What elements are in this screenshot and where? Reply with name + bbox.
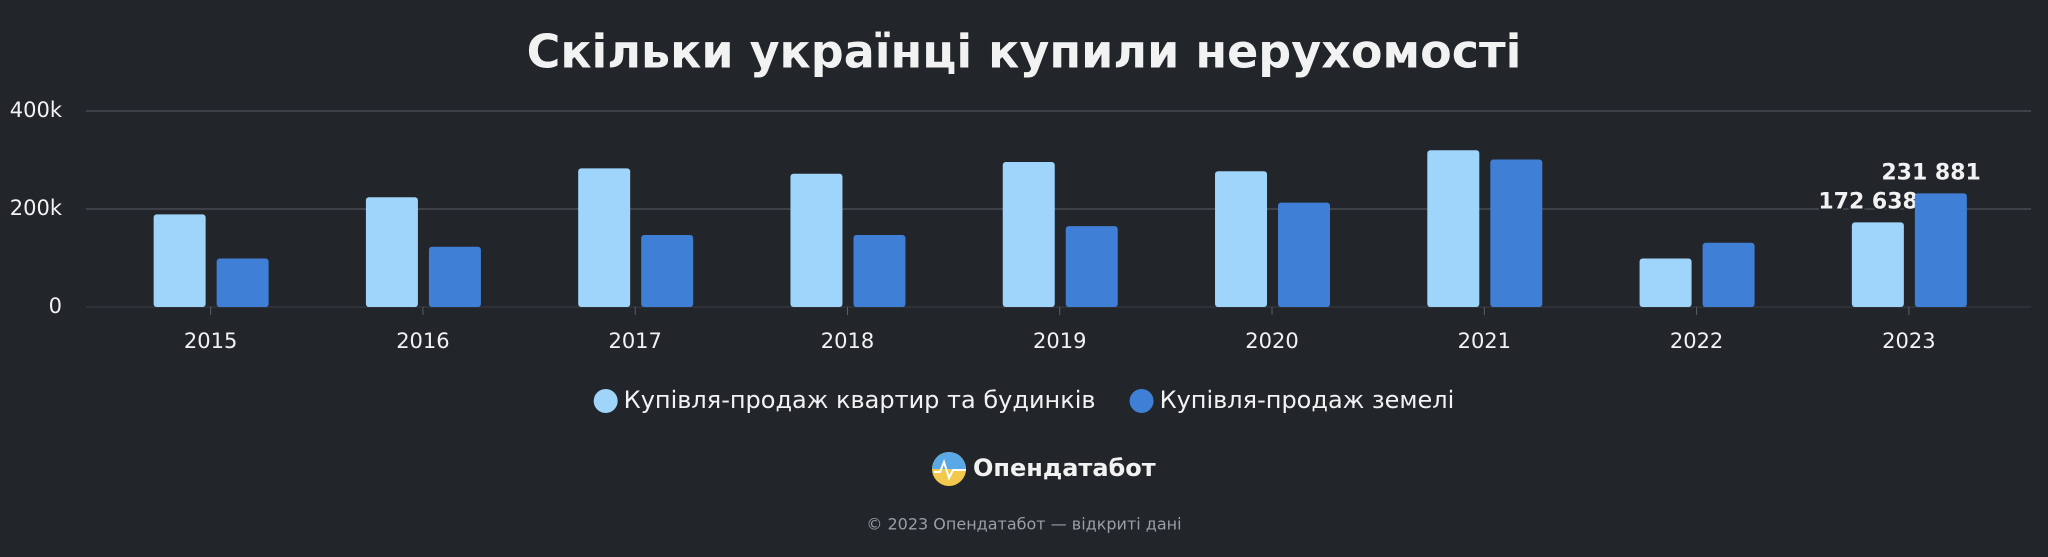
legend-marker [1129, 389, 1154, 413]
bar [1702, 242, 1755, 307]
x-tick-label: 2022 [1670, 329, 1723, 353]
logo-icon-top [932, 452, 966, 469]
value-label: 172 638 [1818, 189, 1918, 214]
brand-logo [932, 452, 966, 486]
x-tick-label: 2015 [184, 329, 237, 353]
legend-marker [593, 389, 618, 413]
legend-label: Купівля-продаж земелі [1160, 386, 1455, 414]
x-tick-label: 2021 [1458, 329, 1511, 353]
bar [1851, 222, 1904, 307]
bar [1002, 161, 1055, 307]
logo-pulse [934, 459, 966, 481]
bar [1065, 226, 1118, 307]
bar [428, 246, 481, 307]
brand-name: Опендатабот [973, 454, 1156, 482]
bar [365, 197, 418, 307]
bar [641, 234, 694, 307]
x-tick-label: 2020 [1245, 329, 1298, 353]
y-tick-label: 200k [10, 196, 63, 220]
bar [790, 173, 843, 307]
bar [1427, 150, 1480, 307]
x-tick-label: 2023 [1882, 329, 1935, 353]
chart-title: Скільки українці купили нерухомості [527, 25, 1522, 79]
legend-label: Купівля-продаж квартир та будинків [624, 386, 1096, 414]
bar [1490, 159, 1543, 307]
value-label: 231 881 [1881, 160, 1981, 185]
bar [578, 168, 631, 307]
footer: © 2023 Опендатабот — відкриті дані [866, 515, 1181, 534]
bar [853, 234, 906, 307]
bar [153, 214, 206, 307]
bar [1914, 193, 1967, 307]
x-tick-label: 2019 [1033, 329, 1086, 353]
y-tick-label: 400k [10, 98, 63, 122]
bar [1278, 202, 1331, 307]
x-tick-label: 2016 [396, 329, 449, 353]
bar [1215, 171, 1268, 307]
bar [216, 258, 269, 307]
x-tick-label: 2018 [821, 329, 874, 353]
bar [1639, 258, 1692, 307]
x-tick-label: 2017 [608, 329, 661, 353]
y-tick-label: 0 [49, 294, 62, 318]
